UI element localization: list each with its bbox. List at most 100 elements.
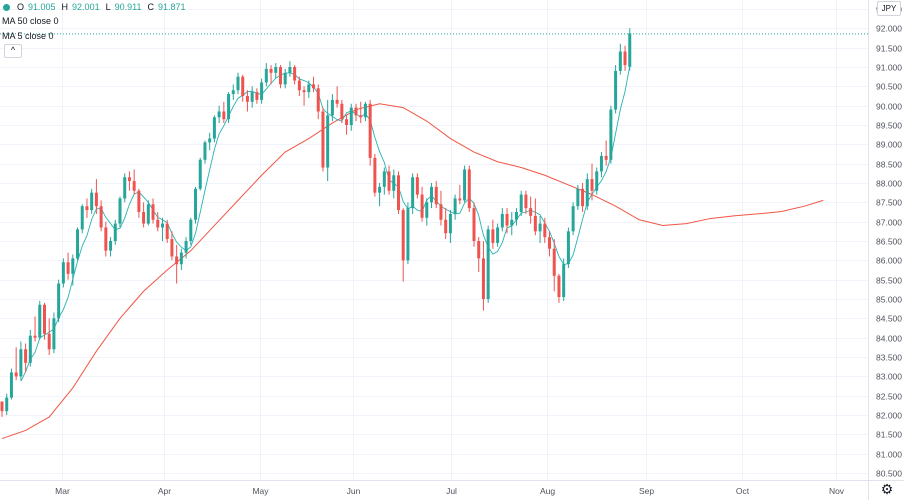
y-tick-label: 90.500	[876, 82, 902, 92]
ma5-legend[interactable]: MA 5 close 0	[2, 31, 54, 41]
candle	[510, 212, 514, 236]
settings-gear-icon[interactable]: ⚙	[880, 481, 894, 497]
candle	[425, 198, 429, 226]
ma50-legend[interactable]: MA 50 close 0	[2, 16, 59, 26]
candle-body	[533, 215, 537, 232]
candle	[420, 186, 424, 222]
candle	[463, 165, 467, 203]
candle	[581, 183, 585, 212]
candle-body	[345, 119, 349, 125]
candle	[434, 181, 438, 209]
y-tick-label: 83.000	[876, 372, 902, 382]
candle-body	[137, 190, 141, 212]
candle	[392, 169, 396, 199]
candle	[260, 78, 264, 104]
candle	[453, 194, 457, 220]
candle-body	[340, 103, 344, 120]
candle	[19, 341, 23, 381]
candle	[307, 80, 311, 98]
candle	[458, 184, 462, 205]
low-key: L	[105, 2, 111, 12]
candle-body	[326, 115, 330, 168]
candle-body	[38, 304, 42, 338]
candle-body	[127, 177, 131, 182]
candle-body	[203, 142, 207, 160]
candle-body	[236, 76, 240, 91]
candle-body	[519, 194, 523, 212]
candle	[368, 99, 372, 166]
candle-body	[477, 241, 481, 259]
candle	[269, 65, 273, 85]
candle-body	[571, 206, 575, 232]
close-value: 91.871	[157, 2, 186, 12]
candle	[212, 115, 216, 143]
candle	[293, 65, 297, 85]
candle	[264, 63, 268, 87]
candle	[288, 61, 292, 77]
candle-body	[33, 335, 37, 338]
y-tick-label: 92.000	[876, 24, 902, 34]
y-tick-label: 82.000	[876, 411, 902, 421]
candle	[33, 316, 37, 342]
candle	[222, 101, 226, 124]
candle	[548, 231, 552, 257]
candle	[274, 63, 278, 79]
candle	[566, 227, 570, 269]
candle	[76, 227, 80, 261]
candle-body	[76, 229, 80, 259]
candle	[80, 204, 84, 234]
candle-body	[113, 223, 117, 241]
candle	[359, 101, 363, 124]
candle-body	[321, 111, 325, 168]
candle-body	[212, 117, 216, 139]
candle-body	[260, 82, 264, 100]
candle	[382, 167, 386, 195]
candle-body	[160, 223, 164, 228]
candle	[585, 173, 589, 211]
x-tick-label: May	[252, 486, 269, 496]
candle-body	[623, 51, 627, 66]
candle	[38, 300, 42, 340]
candle	[236, 72, 240, 95]
candle-body	[576, 188, 580, 207]
candle-body	[312, 84, 316, 89]
candle-body	[481, 258, 485, 299]
candle	[411, 173, 415, 214]
candle	[5, 393, 9, 415]
candle	[448, 210, 452, 243]
candle-body	[472, 208, 476, 241]
y-tick-label: 81.000	[876, 450, 902, 460]
candle-body	[151, 204, 155, 220]
candle-body	[61, 262, 65, 284]
candle	[576, 184, 580, 211]
candle-body	[184, 241, 188, 253]
candle-body	[524, 194, 528, 209]
candle-body	[514, 212, 518, 220]
candle	[387, 165, 391, 195]
candle	[562, 258, 566, 301]
high-value: 92.001	[72, 2, 100, 12]
candle	[514, 208, 518, 226]
candle	[146, 200, 150, 226]
y-tick-label: 90.000	[876, 102, 902, 112]
series-dot-icon[interactable]	[3, 3, 10, 11]
candle-body	[278, 67, 282, 85]
candle	[326, 99, 330, 182]
collapse-legend-button[interactable]: ^	[4, 44, 22, 58]
candle-body	[14, 372, 18, 377]
currency-badge[interactable]: JPY	[877, 1, 901, 16]
candle-body	[142, 212, 146, 224]
candle-body	[496, 227, 500, 243]
x-tick-label: Nov	[829, 486, 845, 496]
candle	[208, 132, 212, 151]
candle-body	[529, 208, 533, 216]
candle-body	[208, 138, 212, 143]
candle	[203, 140, 207, 164]
high-key: H	[61, 2, 69, 12]
candle-body	[302, 90, 306, 93]
candle	[113, 219, 117, 245]
candle	[345, 115, 349, 135]
candle	[175, 244, 179, 284]
candle-body	[368, 103, 372, 158]
